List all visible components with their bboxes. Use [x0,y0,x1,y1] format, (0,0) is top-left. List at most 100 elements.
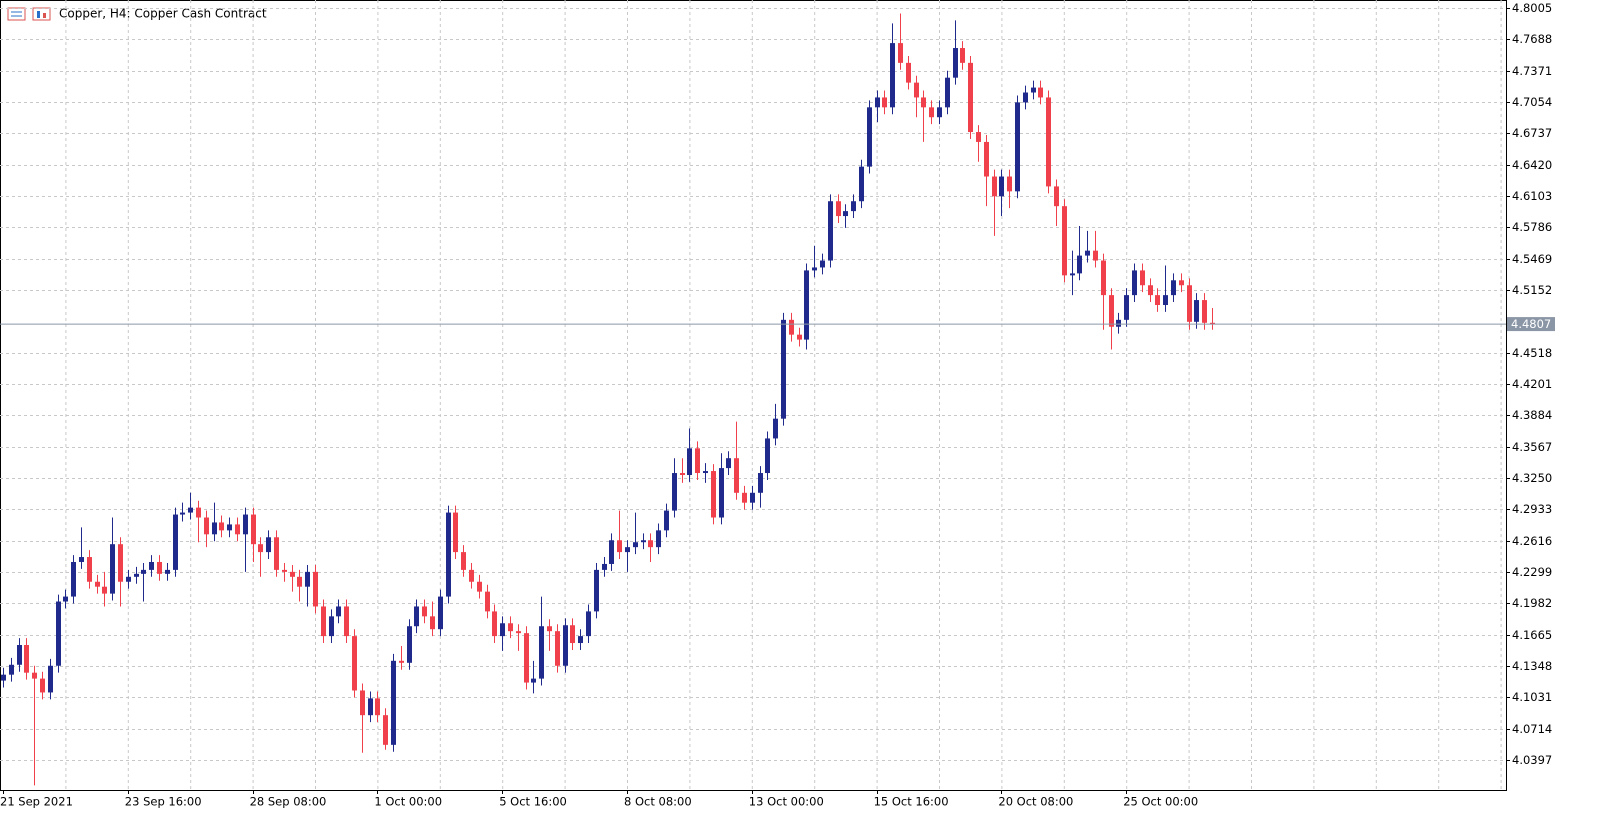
candle-body [1210,322,1215,325]
candle-body [539,626,544,679]
candle-body [945,77,950,108]
candle-body [1,674,6,681]
candle-body [274,537,279,570]
y-tick-label: 4.7371 [1512,64,1552,78]
candle-body [648,540,653,548]
candle-body [555,631,560,666]
candle-body [797,334,802,340]
x-tick-label: 5 Oct 16:00 [499,795,567,809]
candle-body [1007,176,1012,192]
candle-body [875,97,880,108]
candle-body [789,319,794,335]
candle-body [812,267,817,271]
y-tick-label: 4.5786 [1512,220,1552,234]
candle-body [563,625,568,666]
candle-body [1163,295,1168,306]
candle-body [24,645,29,673]
y-tick-label: 4.5152 [1512,283,1552,297]
candle-body [1046,97,1051,187]
candle-body [524,633,529,683]
candle-body [1054,186,1059,207]
candle-body [9,664,14,675]
candle-body [859,166,864,202]
candle-body [344,606,349,637]
candle-body [906,62,911,83]
candle-body [1116,319,1121,327]
candle-body [1101,260,1106,296]
candle-body [17,645,22,665]
candle-body [102,586,107,594]
candle-body [1109,295,1114,327]
y-tick-label: 4.8005 [1512,1,1552,15]
candle-body [1155,295,1160,306]
candle-body [750,492,755,503]
candle-body [290,571,295,577]
candle-body [758,473,763,493]
icon-bar [37,11,40,18]
x-tick-label: 23 Sep 16:00 [125,795,202,809]
y-tick-label: 4.3567 [1512,440,1552,454]
candle-body [141,569,146,574]
y-tick-label: 4.1982 [1512,596,1552,610]
y-tick-label: 4.6420 [1512,158,1552,172]
candle-body [461,552,466,570]
candle-body [734,458,739,493]
candle-body [914,82,919,98]
candle-body [180,512,185,515]
candle-body [126,576,131,582]
candle-body [500,623,505,637]
x-tick-label: 8 Oct 08:00 [624,795,692,809]
candle-body [695,448,700,474]
candle-body [742,492,747,503]
y-tick-label: 4.5469 [1512,252,1552,266]
current-price-label: 4.4807 [1511,317,1551,331]
candle-body [1077,255,1082,274]
y-tick-label: 4.6737 [1512,126,1552,140]
candle-body [984,141,989,177]
candle-body [609,540,614,564]
candle-body [165,569,170,574]
candle-body [531,678,536,683]
y-tick-label: 4.7688 [1512,32,1552,46]
candle-body [1085,250,1090,256]
candle-body [578,636,583,644]
candle-body [149,561,154,570]
candle-body [1093,250,1098,261]
candle-body [664,510,669,531]
y-tick-label: 4.1348 [1512,659,1552,673]
candle-body [1187,285,1192,322]
candle-body [391,660,396,745]
x-tick-label: 25 Oct 00:00 [1123,795,1198,809]
candle-body [1124,295,1129,320]
candle-body [204,517,209,535]
y-tick-label: 4.2616 [1512,534,1552,548]
candle-body [258,544,263,553]
candle-body [305,571,310,587]
candle-body [937,107,942,118]
candle-body [63,596,68,602]
candle-body [867,107,872,167]
candle-body [118,544,123,582]
candle-body [773,418,778,439]
candle-body [336,606,341,617]
candle-body [929,107,934,118]
candle-body [492,611,497,637]
y-tick-label: 4.6103 [1512,189,1552,203]
candle-body [251,514,256,545]
candle-body [134,573,139,577]
y-tick-label: 4.0714 [1512,722,1552,736]
candle-body [243,514,248,535]
candle-body [407,626,412,663]
candle-body [625,547,630,553]
candle-body [368,698,373,716]
candle-body [48,665,53,693]
x-tick-label: 15 Oct 16:00 [874,795,949,809]
candle-body [477,581,482,592]
candle-body [508,623,513,632]
candle-body [836,201,841,217]
candle-body [329,616,334,637]
candle-body [968,62,973,133]
candle-body [1140,270,1145,286]
candle-body [71,561,76,597]
candle-body [1194,300,1199,322]
